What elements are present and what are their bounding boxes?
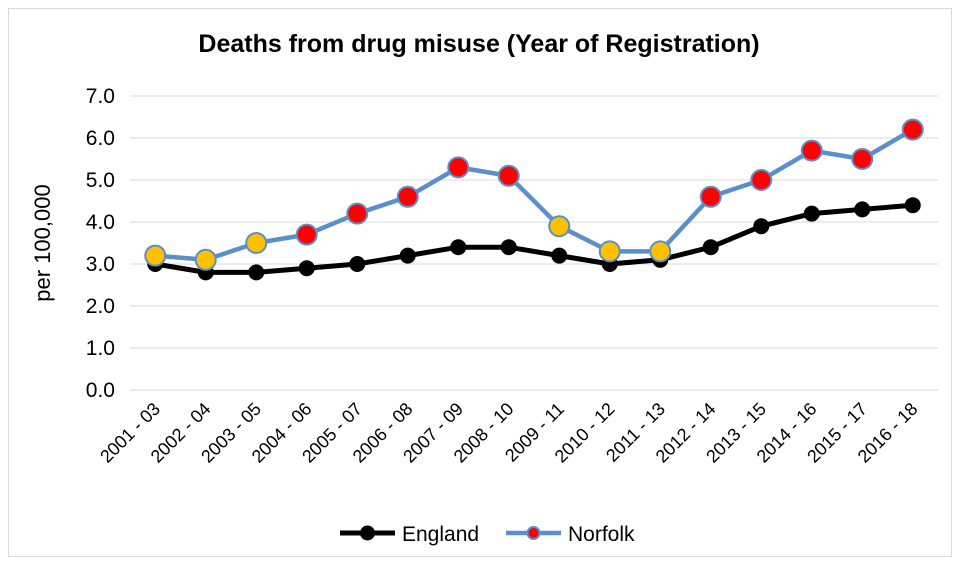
data-point-norfolk xyxy=(497,164,520,187)
data-point-norfolk xyxy=(194,248,217,271)
data-point-norfolk xyxy=(396,185,419,208)
y-tick-label: 2.0 xyxy=(86,295,115,318)
legend-marker-england xyxy=(360,525,375,541)
data-point-england xyxy=(753,218,770,235)
data-point-norfolk xyxy=(346,202,369,225)
y-tick-label: 6.0 xyxy=(86,127,115,150)
y-tick-label: 5.0 xyxy=(86,169,115,192)
legend-label-england: England xyxy=(402,523,479,546)
legend-marker-norfolk xyxy=(526,526,541,540)
legend-label-norfolk: Norfolk xyxy=(568,523,635,546)
data-point-norfolk xyxy=(144,244,167,267)
chart-frame xyxy=(8,8,952,557)
data-point-england xyxy=(854,201,871,218)
series-line-england xyxy=(154,202,913,275)
y-axis-label: per 100,000 xyxy=(30,184,55,301)
data-point-norfolk xyxy=(750,169,773,191)
y-tick-label: 7.0 xyxy=(86,85,115,108)
data-point-norfolk xyxy=(245,232,268,254)
data-point-england xyxy=(349,256,366,272)
data-point-norfolk xyxy=(851,148,874,170)
series-line-norfolk xyxy=(155,127,914,263)
y-tick-label: 1.0 xyxy=(86,337,115,360)
y-tick-label: 4.0 xyxy=(86,211,115,234)
data-point-norfolk xyxy=(598,240,621,263)
data-point-england xyxy=(500,239,517,256)
data-point-norfolk xyxy=(699,185,722,208)
data-point-england xyxy=(399,247,416,264)
data-point-norfolk xyxy=(447,156,470,179)
y-tick-label: 3.0 xyxy=(86,253,115,276)
data-point-norfolk xyxy=(649,240,672,263)
data-point-england xyxy=(298,260,315,277)
data-point-england xyxy=(904,197,921,214)
data-point-norfolk xyxy=(901,118,924,141)
data-point-england xyxy=(702,239,719,256)
data-point-norfolk xyxy=(295,223,318,246)
data-point-norfolk xyxy=(800,139,823,162)
y-tick-label: 0.0 xyxy=(86,379,115,402)
data-point-norfolk xyxy=(548,215,571,238)
data-point-england xyxy=(803,205,820,222)
data-point-england xyxy=(450,239,467,256)
data-point-england xyxy=(248,264,265,281)
chart-title: Deaths from drug misuse (Year of Registr… xyxy=(198,30,760,58)
data-point-england xyxy=(551,247,568,264)
